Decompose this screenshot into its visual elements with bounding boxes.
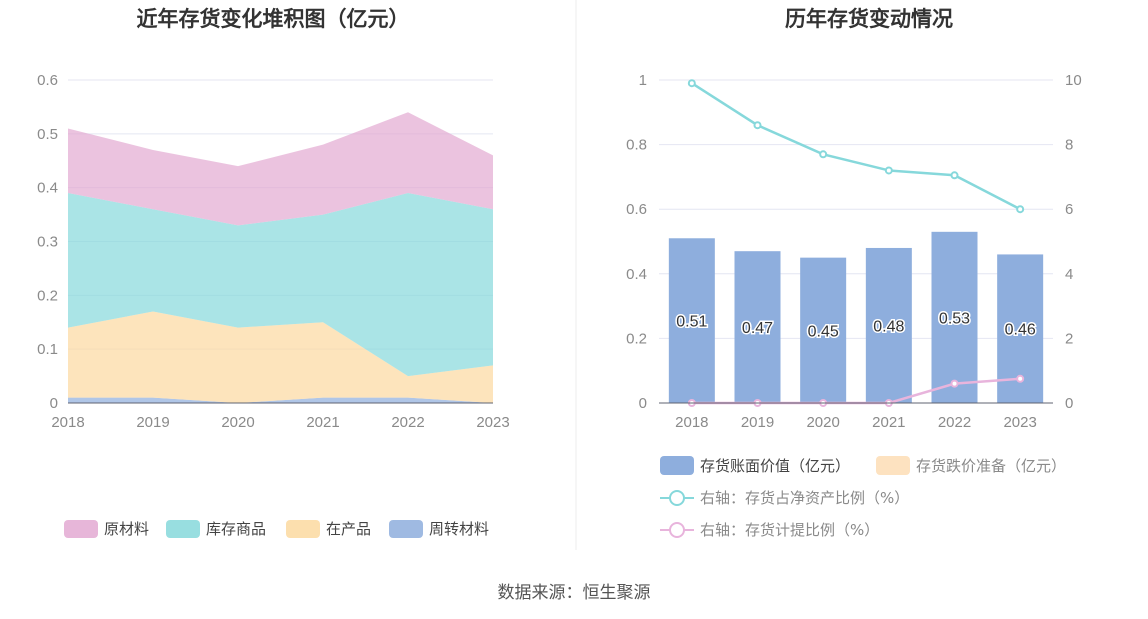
legend-label-work-in-progress: 在产品 [326, 520, 371, 538]
left-y-tick-labels: 0 0.1 0.2 0.3 0.4 0.5 0.6 [37, 72, 58, 412]
left-y-tick-label: 0.4 [37, 180, 58, 197]
legend-marker-net-asset-ratio [669, 490, 685, 506]
legend-marker-provision-ratio [669, 522, 685, 538]
legend-swatch-raw-materials [64, 520, 98, 538]
area-goods-in-stock [68, 193, 493, 377]
right-left-y-tick-label: 0.6 [626, 201, 647, 218]
data-source-note: 数据来源：恒生聚源 [498, 583, 651, 603]
legend-label-turnover-materials: 周转材料 [429, 520, 489, 538]
right-right-y-tick-label: 2 [1065, 330, 1073, 347]
right-bar-value-labels: 0.51 0.47 0.45 0.48 0.53 0.46 [675, 309, 1038, 342]
left-area-series [68, 112, 493, 403]
left-legend: 原材料 库存商品 在产品 周转材料 [64, 520, 489, 538]
right-left-y-tick-label: 0 [639, 395, 647, 412]
left-x-tick-label: 2023 [476, 414, 509, 431]
right-x-tick-label: 2021 [872, 414, 905, 431]
left-x-tick-labels: 2018 2019 2020 2021 2022 2023 [51, 414, 509, 431]
right-right-y-tick-label: 4 [1065, 266, 1073, 283]
legend-label-inventory-value: 存货账面价值（亿元） [700, 457, 850, 475]
stacked-area-chart-title: 近年存货变化堆积图（亿元） [137, 7, 410, 31]
inventory-bar [865, 247, 912, 403]
line-point-net-asset-ratio-line [819, 150, 828, 159]
bar-value-label: 0.45 [808, 323, 839, 340]
right-bars [668, 231, 1044, 403]
inventory-bar [734, 251, 781, 403]
inventory-bar-line-chart: 历年存货变动情况 0.51 0.47 0.45 0.48 0.530.46 00.20.… [626, 7, 1082, 539]
legend-swatch-turnover-materials [389, 520, 423, 538]
right-x-tick-label: 2019 [741, 414, 774, 431]
right-x-tick-label: 2023 [1003, 414, 1036, 431]
legend-swatch-impairment [876, 456, 910, 475]
area-work-in-progress [68, 311, 493, 403]
legend-swatch-goods-in-stock [166, 520, 200, 538]
left-y-tick-label: 0.1 [37, 341, 58, 358]
legend-label-raw-materials: 原材料 [104, 520, 149, 538]
inventory-bar [668, 238, 715, 403]
legend-label-provision-ratio: 右轴：存货计提比例（%） [700, 521, 879, 539]
right-right-y-tick-label: 8 [1065, 137, 1073, 154]
right-x-tick-labels: 2018 2019 2020 2021 2022 2023 [675, 414, 1037, 431]
right-left-y-tick-label: 0.8 [626, 137, 647, 154]
line-point-net-asset-ratio-line [687, 79, 696, 88]
right-gridlines [659, 79, 1053, 339]
bar-value-label: 0.48 [873, 318, 904, 335]
inventory-bar [931, 231, 978, 403]
right-left-y-tick-labels: 0 0.2 0.4 0.6 0.8 1 [626, 72, 647, 412]
line-point-net-asset-ratio-line [753, 121, 762, 130]
line-point-net-asset-ratio-line [884, 166, 893, 175]
bar-value-label: 0.51 [676, 314, 707, 331]
right-x-tick-label: 2022 [938, 414, 971, 431]
right-left-y-tick-label: 1 [639, 72, 647, 89]
area-raw-materials [68, 112, 493, 226]
line-point-provision-ratio-line [950, 379, 959, 388]
left-x-tick-label: 2022 [391, 414, 424, 431]
right-left-y-tick-label: 0.2 [626, 330, 647, 347]
area-turnover-materials [68, 397, 493, 403]
left-y-tick-label: 0.2 [37, 287, 58, 304]
line-point-net-asset-ratio-line [1016, 205, 1025, 214]
bar-value-label: 0.47 [742, 320, 773, 337]
inventory-bar [800, 257, 847, 403]
right-right-y-tick-label: 6 [1065, 201, 1073, 218]
right-legend: 存货账面价值（亿元） 存货跌价准备（亿元） 右轴：存货占净资产比例（%） 右轴：存货计… [660, 456, 1066, 539]
bar-line-chart-title: 历年存货变动情况 [785, 7, 953, 31]
legend-label-goods-in-stock: 库存商品 [206, 520, 266, 538]
legend-label-net-asset-ratio: 右轴：存货占净资产比例（%） [700, 489, 909, 507]
legend-label-impairment: 存货跌价准备（亿元） [916, 457, 1066, 475]
left-y-tick-label: 0 [50, 395, 58, 412]
left-y-tick-label: 0.6 [37, 72, 58, 89]
right-right-y-tick-labels: 0 2 4 6 8 10 [1065, 72, 1082, 412]
line-point-provision-ratio-line [1016, 374, 1025, 383]
left-x-tick-label: 2019 [136, 414, 169, 431]
line-point-net-asset-ratio-line [950, 171, 959, 180]
left-x-tick-label: 2021 [306, 414, 339, 431]
right-left-y-tick-label: 0.4 [626, 266, 647, 283]
right-x-tick-label: 2018 [675, 414, 708, 431]
right-right-y-tick-label: 10 [1065, 72, 1082, 89]
legend-swatch-inventory-value [660, 456, 694, 475]
legend-swatch-work-in-progress [286, 520, 320, 538]
bar-value-label: 0.53 [939, 310, 970, 327]
left-y-tick-label: 0.5 [37, 126, 58, 143]
stacked-area-chart: 近年存货变化堆积图（亿元） 00.10.20.30.40.50.6 2018 20… [37, 7, 510, 538]
left-x-tick-label: 2018 [51, 414, 84, 431]
right-x-tick-label: 2020 [806, 414, 839, 431]
left-x-tick-label: 2020 [221, 414, 254, 431]
line-net-asset-ratio-line [691, 82, 1021, 211]
left-y-tick-label: 0.3 [37, 234, 58, 251]
bar-value-label: 0.46 [1005, 322, 1036, 339]
right-right-y-tick-label: 0 [1065, 395, 1073, 412]
